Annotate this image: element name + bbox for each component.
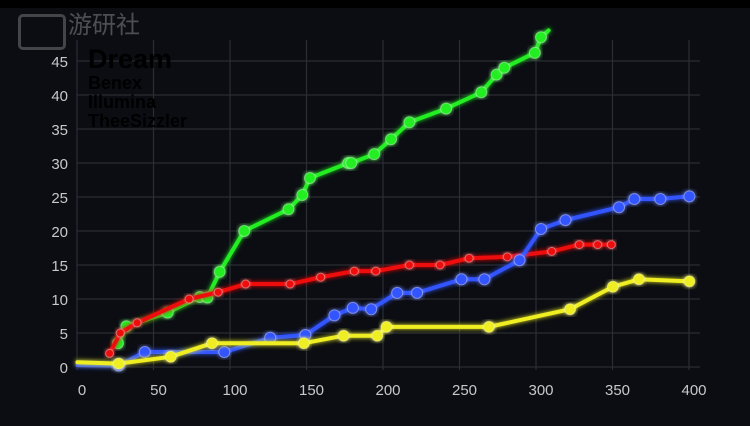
data-point-benex — [132, 318, 142, 328]
x-tick-label: 50 — [150, 382, 167, 399]
data-point-dream — [498, 61, 511, 74]
data-point-benex — [105, 348, 115, 358]
x-tick-label: 300 — [528, 382, 553, 399]
data-point-dream — [440, 102, 453, 115]
data-point-benex — [241, 279, 251, 289]
data-point-theesizzler — [683, 275, 696, 288]
data-point-illumina — [478, 273, 491, 286]
y-tick-label: 25 — [51, 190, 68, 207]
legend-benex: Benex — [88, 73, 143, 93]
legend-theesizzler: TheeSizzler — [88, 111, 188, 131]
legend: Dream Benex Illumina TheeSizzler — [88, 44, 188, 131]
top-bar — [0, 0, 750, 8]
data-point-illumina — [559, 214, 572, 227]
data-point-benex — [574, 240, 584, 250]
data-point-benex — [349, 266, 359, 276]
y-tick-label: 15 — [51, 258, 68, 275]
data-point-dream — [403, 116, 416, 129]
y-tick-label: 30 — [51, 156, 68, 173]
data-point-benex — [285, 279, 295, 289]
x-tick-label: 100 — [222, 382, 247, 399]
axis-ticks: 0 50 100 150 200 250 300 350 400 0 5 10 15 20 25 30 35 40… — [51, 54, 706, 399]
legend-illumina: Illumina — [88, 92, 157, 112]
y-tick-label: 5 — [60, 326, 68, 343]
x-tick-label: 350 — [605, 382, 630, 399]
x-tick-label: 150 — [299, 382, 324, 399]
y-tick-label: 40 — [51, 88, 68, 105]
data-point-theesizzler — [371, 329, 384, 342]
data-point-dream — [345, 157, 358, 169]
data-point-illumina — [654, 193, 667, 206]
data-point-illumina — [683, 190, 696, 203]
y-tick-label: 0 — [60, 360, 68, 377]
data-point-dream — [296, 188, 309, 201]
x-tick-label: 200 — [375, 382, 400, 399]
data-point-benex — [213, 287, 223, 297]
watermark-text: 游研社 — [68, 12, 140, 39]
data-point-benex — [316, 272, 326, 282]
data-point-benex — [464, 253, 474, 263]
data-point-illumina — [328, 309, 341, 322]
x-tick-label: 250 — [452, 382, 477, 399]
data-point-theesizzler — [564, 303, 577, 316]
data-point-dream — [490, 68, 503, 81]
data-point-dream — [303, 171, 316, 184]
data-point-theesizzler — [164, 350, 177, 363]
data-point-illumina — [138, 346, 151, 359]
data-point-illumina — [535, 222, 547, 235]
data-point-dream — [385, 133, 398, 146]
data-point-illumina — [218, 346, 231, 359]
grid — [76, 40, 700, 370]
data-point-benex — [371, 266, 381, 276]
data-point-dream — [475, 86, 488, 99]
legend-dream: Dream — [88, 44, 173, 74]
y-tick-label: 20 — [51, 224, 68, 241]
data-point-illumina — [455, 273, 468, 286]
data-point-theesizzler — [606, 280, 619, 293]
data-point-benex — [435, 260, 445, 270]
data-point-illumina — [411, 286, 424, 299]
data-point-illumina — [391, 286, 404, 299]
data-point-dream — [213, 265, 226, 278]
data-point-theesizzler — [482, 320, 495, 333]
data-point-theesizzler — [112, 357, 125, 370]
data-point-benex — [184, 294, 194, 304]
data-point-benex — [115, 328, 125, 338]
data-point-illumina — [365, 303, 378, 316]
data-point-illumina — [613, 201, 626, 214]
data-point-theesizzler — [337, 329, 350, 342]
series-line-benex — [107, 242, 614, 356]
data-point-illumina — [346, 301, 359, 314]
data-point-dream — [238, 225, 251, 237]
data-point-benex — [606, 240, 616, 250]
data-point-illumina — [513, 254, 526, 267]
data-point-dream — [535, 31, 547, 44]
data-point-dream — [528, 46, 541, 59]
data-point-dream — [282, 203, 295, 216]
y-tick-label: 35 — [51, 122, 68, 139]
data-point-illumina — [628, 193, 641, 206]
x-tick-label: 0 — [78, 382, 86, 399]
y-tick-label: 10 — [51, 292, 68, 309]
y-tick-label: 45 — [51, 54, 68, 71]
data-point-benex — [404, 260, 414, 270]
data-point-benex — [502, 252, 512, 262]
series-line-illumina — [75, 194, 692, 368]
data-point-theesizzler — [297, 337, 310, 350]
x-tick-label: 400 — [681, 382, 706, 399]
data-point-dream — [368, 148, 381, 161]
data-point-benex — [547, 246, 557, 256]
data-point-theesizzler — [380, 320, 393, 333]
series-lines — [75, 28, 696, 372]
data-point-theesizzler — [632, 273, 645, 286]
data-point-theesizzler — [206, 337, 219, 350]
data-point-benex — [593, 240, 603, 250]
watermark-logo-icon — [18, 14, 66, 50]
